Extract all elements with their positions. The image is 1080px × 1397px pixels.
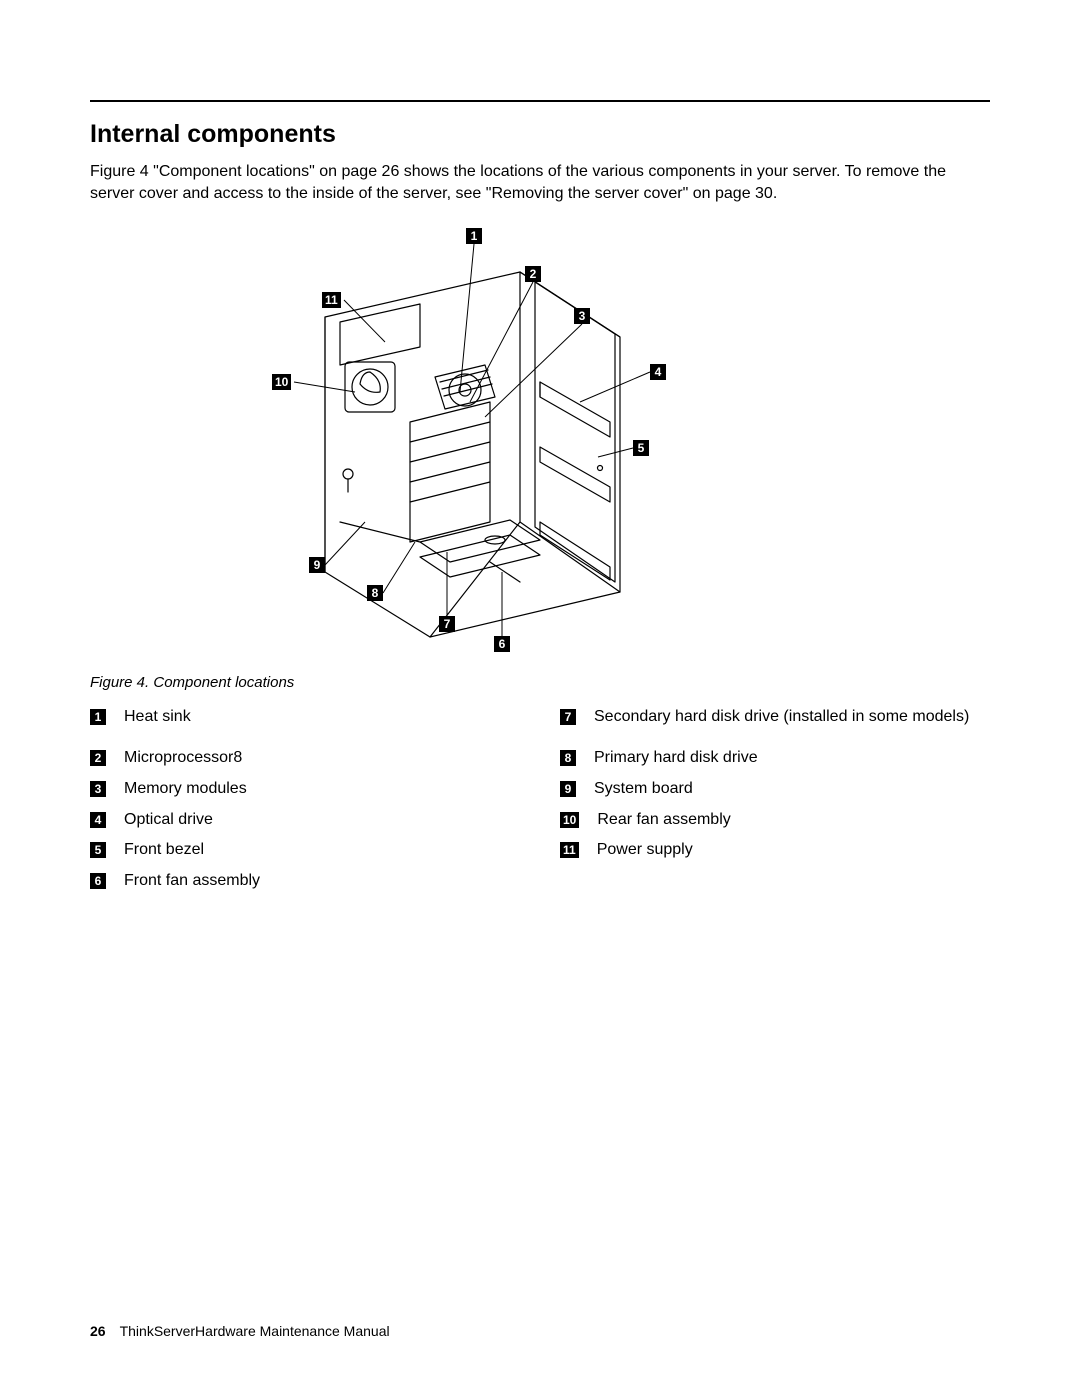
legend-badge-11: 11 — [560, 842, 579, 858]
callout-4: 4 — [650, 364, 666, 380]
callout-1: 1 — [466, 228, 482, 244]
legend-text: Secondary hard disk drive (installed in … — [594, 707, 969, 728]
legend-row: 10 Rear fan assembly — [560, 810, 990, 831]
legend-text: Primary hard disk drive — [594, 748, 758, 769]
legend-row: 9 System board — [560, 779, 990, 800]
page-number: 26 — [90, 1323, 106, 1339]
callout-6: 6 — [494, 636, 510, 652]
intro-paragraph: Figure 4 "Component locations" on page 2… — [90, 161, 990, 204]
legend-row: 7 Secondary hard disk drive (installed in… — [560, 707, 990, 728]
callout-10: 10 — [272, 374, 291, 390]
footer-title: ThinkServerHardware Maintenance Manual — [120, 1323, 390, 1339]
legend-badge-1: 1 — [90, 709, 106, 725]
legend-text: Heat sink — [124, 707, 191, 728]
legend-text: Power supply — [597, 840, 693, 861]
component-diagram: 1 2 3 4 5 6 7 8 9 10 11 — [90, 222, 990, 662]
callout-7: 7 — [439, 616, 455, 632]
legend-text: Rear fan assembly — [597, 810, 730, 831]
callout-9: 9 — [309, 557, 325, 573]
callout-11: 11 — [322, 292, 341, 308]
legend-row: 8 Primary hard disk drive — [560, 748, 990, 769]
server-illustration — [90, 222, 990, 662]
legend-badge-4: 4 — [90, 812, 106, 828]
top-rule — [90, 100, 990, 102]
legend-text: System board — [594, 779, 693, 800]
section-heading: Internal components — [90, 120, 990, 149]
legend-row: 1 Heat sink — [90, 707, 520, 728]
callout-8: 8 — [367, 585, 383, 601]
legend-badge-9: 9 — [560, 781, 576, 797]
figure-caption: Figure 4. Component locations — [90, 674, 990, 691]
callout-2: 2 — [525, 266, 541, 282]
legend-row: 2 Microprocessor8 — [90, 748, 520, 769]
page-footer: 26 ThinkServerHardware Maintenance Manual — [90, 1323, 390, 1339]
legend-text: Memory modules — [124, 779, 247, 800]
legend-row: 4 Optical drive — [90, 810, 520, 831]
legend-right-column: 7 Secondary hard disk drive (installed in… — [560, 707, 990, 902]
legend-badge-8: 8 — [560, 750, 576, 766]
legend-row: 11 Power supply — [560, 840, 990, 861]
legend-row: 5 Front bezel — [90, 840, 520, 861]
legend-row: 6 Front fan assembly — [90, 871, 520, 892]
legend-badge-3: 3 — [90, 781, 106, 797]
legend-row: 3 Memory modules — [90, 779, 520, 800]
legend-left-column: 1 Heat sink 2 Microprocessor8 3 Memory module… — [90, 707, 520, 902]
legend-badge-2: 2 — [90, 750, 106, 766]
callout-5: 5 — [633, 440, 649, 456]
legend-badge-6: 6 — [90, 873, 106, 889]
legend: 1 Heat sink 2 Microprocessor8 3 Memory module… — [90, 707, 990, 902]
page-content: Internal components Figure 4 "Component … — [90, 100, 990, 902]
legend-text: Microprocessor8 — [124, 748, 242, 769]
legend-badge-10: 10 — [560, 812, 579, 828]
legend-badge-7: 7 — [560, 709, 576, 725]
callout-3: 3 — [574, 308, 590, 324]
legend-text: Optical drive — [124, 810, 213, 831]
legend-text: Front bezel — [124, 840, 204, 861]
legend-text: Front fan assembly — [124, 871, 260, 892]
legend-badge-5: 5 — [90, 842, 106, 858]
